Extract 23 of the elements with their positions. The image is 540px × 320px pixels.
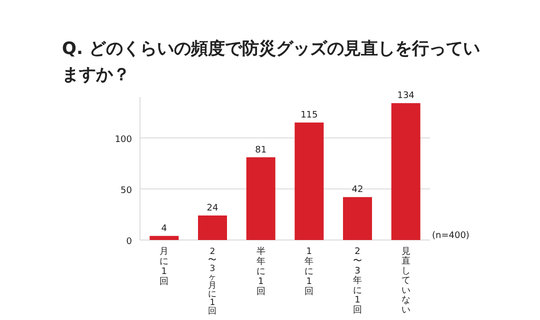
- bar: [150, 236, 179, 240]
- data-label: 81: [255, 145, 267, 156]
- data-label: 134: [397, 91, 415, 102]
- bar: [343, 197, 372, 240]
- data-label: 115: [300, 110, 318, 121]
- bar: [198, 215, 227, 240]
- y-tick-label: 0: [126, 237, 132, 247]
- bar: [391, 103, 420, 240]
- x-tick-label: 2〜3年に1回: [353, 247, 362, 316]
- x-tick-label: 2〜3ヶ月に1回: [208, 247, 217, 316]
- y-tick-label: 50: [120, 186, 132, 196]
- x-tick-label: 見直していない: [401, 247, 410, 316]
- x-tick-label: 1年に1回: [304, 247, 314, 297]
- data-label: 42: [352, 185, 364, 196]
- bar: [246, 157, 276, 240]
- x-tick-label: 半年に1回: [256, 247, 266, 297]
- data-label: 24: [206, 203, 218, 214]
- bar: [294, 122, 324, 240]
- text: (n=400): [432, 231, 470, 241]
- x-tick-label: 月に1回: [160, 247, 169, 287]
- chart-title: Q. どのくらいの頻度で防災グッズの見直しを行っていますか？: [62, 38, 481, 87]
- y-tick-label: 100: [114, 134, 132, 145]
- data-label: 4: [161, 224, 168, 234]
